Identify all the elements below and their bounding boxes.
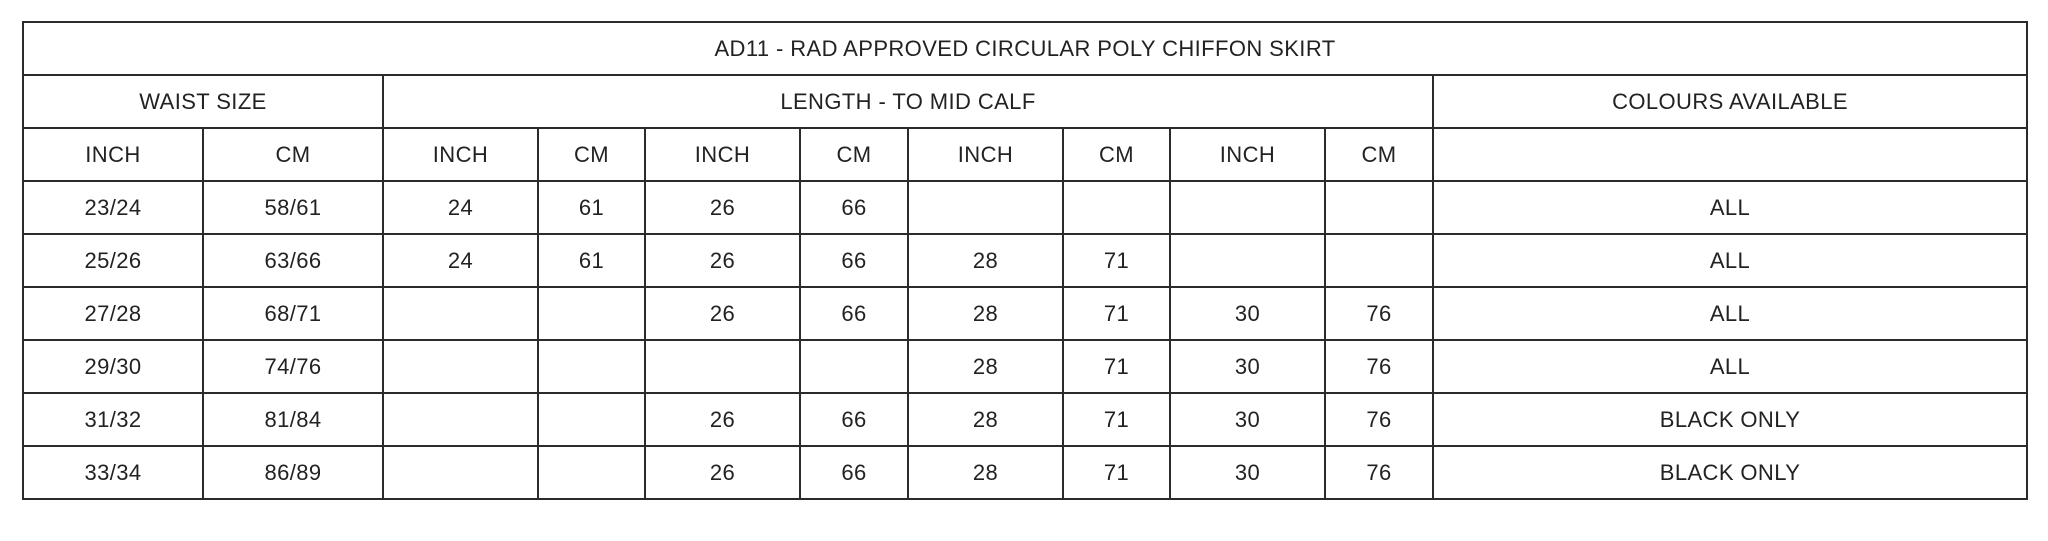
waist-inch-cell: 27/28 [22,286,204,341]
title-row: AD11 - RAD APPROVED CIRCULAR POLY CHIFFO… [21,21,2029,76]
length-inch-cell: 28 [907,392,1064,447]
length-cm-cell: 76 [1324,286,1434,341]
unit-header: INCH [22,127,204,182]
table-row: 33/34 86/89 26 66 28 71 30 76 BLACK ONLY [22,445,2029,500]
waist-cm-cell: 58/61 [202,180,384,235]
colours-cell: ALL [1431,286,2029,341]
unit-header-row: INCH CM INCH CM INCH CM INCH CM INCH CM [22,127,2029,182]
waist-cm-cell: 74/76 [202,339,384,394]
unit-header: INCH [644,127,801,182]
size-chart-table: AD11 - RAD APPROVED CIRCULAR POLY CHIFFO… [21,21,2029,500]
unit-header: CM [202,127,384,182]
colours-header: COLOURS AVAILABLE [1431,74,2029,129]
unit-header: INCH [382,127,539,182]
colours-cell: ALL [1431,339,2029,394]
length-cm-cell [1062,180,1171,235]
length-inch-cell [382,286,539,341]
length-header: LENGTH - TO MID CALF [382,74,1434,129]
length-cm-cell: 71 [1062,233,1171,288]
length-cm-cell [1324,180,1434,235]
length-inch-cell: 30 [1169,286,1326,341]
length-cm-cell [537,445,646,500]
unit-header: CM [1324,127,1434,182]
table-row: 25/26 63/66 24 61 26 66 28 71 ALL [22,233,2029,288]
length-cm-cell: 76 [1324,339,1434,394]
colours-cell: BLACK ONLY [1431,445,2029,500]
waist-cm-cell: 86/89 [202,445,384,500]
length-cm-cell [1324,233,1434,288]
length-cm-cell: 66 [799,445,909,500]
length-cm-cell: 71 [1062,286,1171,341]
length-cm-cell [537,286,646,341]
length-cm-cell: 76 [1324,445,1434,500]
length-inch-cell [644,339,801,394]
colours-cell: ALL [1431,180,2029,235]
length-inch-cell: 26 [644,445,801,500]
waist-inch-cell: 29/30 [22,339,204,394]
length-inch-cell [382,339,539,394]
table-row: 31/32 81/84 26 66 28 71 30 76 BLACK ONLY [22,392,2029,447]
colours-cell: BLACK ONLY [1431,392,2029,447]
length-inch-cell: 26 [644,286,801,341]
waist-cm-cell: 68/71 [202,286,384,341]
unit-header: CM [799,127,909,182]
length-cm-cell: 66 [799,180,909,235]
length-cm-cell: 71 [1062,392,1171,447]
waist-inch-cell: 25/26 [22,233,204,288]
length-cm-cell: 61 [537,233,646,288]
unit-header: INCH [1169,127,1326,182]
length-inch-cell: 30 [1169,445,1326,500]
table-row: 23/24 58/61 24 61 26 66 ALL [22,180,2029,235]
waist-inch-cell: 31/32 [22,392,204,447]
length-cm-cell [799,339,909,394]
length-cm-cell: 61 [537,180,646,235]
length-inch-cell: 28 [907,286,1064,341]
length-inch-cell [382,392,539,447]
length-cm-cell: 76 [1324,392,1434,447]
length-cm-cell: 66 [799,286,909,341]
waist-inch-cell: 33/34 [22,445,204,500]
unit-header-empty [1431,127,2029,182]
length-inch-cell: 26 [644,180,801,235]
unit-header: INCH [907,127,1064,182]
length-inch-cell: 26 [644,392,801,447]
table-row: 29/30 74/76 28 71 30 76 ALL [22,339,2029,394]
unit-header: CM [537,127,646,182]
length-inch-cell: 28 [907,339,1064,394]
length-inch-cell [1169,180,1326,235]
length-inch-cell: 26 [644,233,801,288]
colours-cell: ALL [1431,233,2029,288]
group-header-row: WAIST SIZE LENGTH - TO MID CALF COLOURS … [22,74,2029,129]
length-cm-cell: 71 [1062,339,1171,394]
waist-size-header: WAIST SIZE [22,74,384,129]
table-row: 27/28 68/71 26 66 28 71 30 76 ALL [22,286,2029,341]
length-inch-cell: 28 [907,445,1064,500]
waist-inch-cell: 23/24 [22,180,204,235]
length-inch-cell: 30 [1169,339,1326,394]
length-cm-cell: 66 [799,233,909,288]
table-title: AD11 - RAD APPROVED CIRCULAR POLY CHIFFO… [21,21,2029,76]
length-inch-cell: 24 [382,180,539,235]
waist-cm-cell: 63/66 [202,233,384,288]
length-cm-cell: 66 [799,392,909,447]
waist-cm-cell: 81/84 [202,392,384,447]
length-cm-cell: 71 [1062,445,1171,500]
length-inch-cell: 24 [382,233,539,288]
length-inch-cell [1169,233,1326,288]
length-inch-cell: 28 [907,233,1064,288]
length-inch-cell [382,445,539,500]
table-body: AD11 - RAD APPROVED CIRCULAR POLY CHIFFO… [21,21,2029,500]
length-inch-cell [907,180,1064,235]
length-inch-cell: 30 [1169,392,1326,447]
unit-header: CM [1062,127,1171,182]
length-cm-cell [537,339,646,394]
length-cm-cell [537,392,646,447]
